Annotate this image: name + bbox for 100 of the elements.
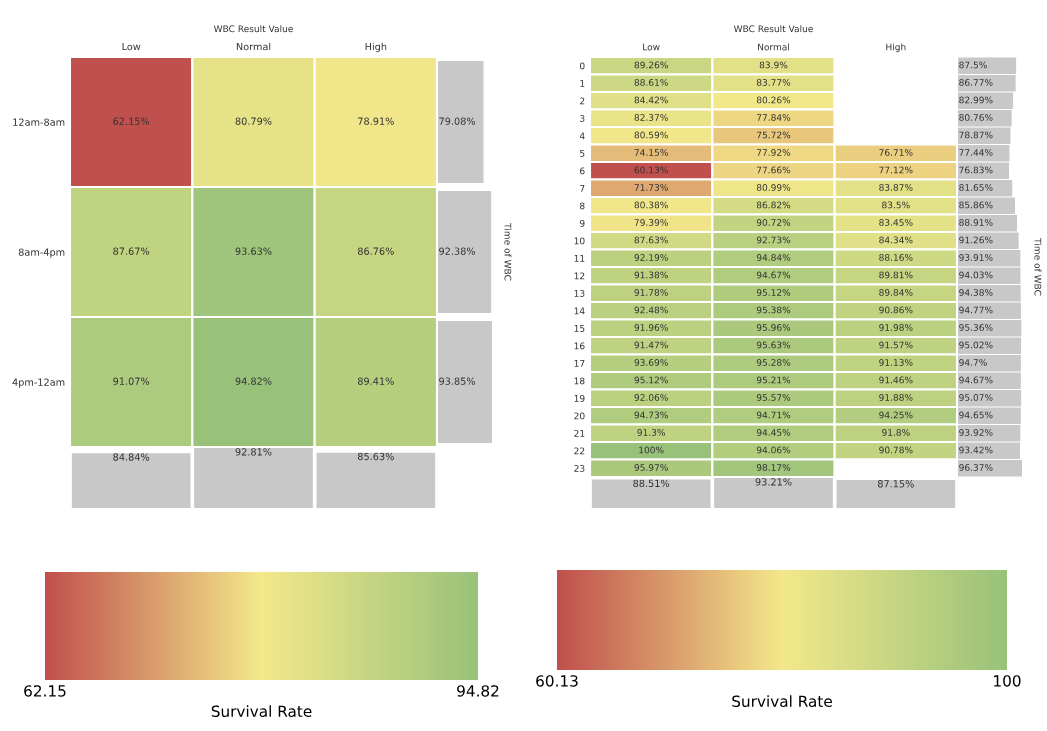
y-axis-title: Time of WBC — [1034, 238, 1042, 296]
data-label: 84.42% — [634, 96, 668, 104]
color-bar-title: Survival Rate — [732, 695, 832, 708]
data-label: 83.5% — [882, 201, 910, 209]
data-label: 91.26% — [959, 236, 993, 244]
data-label: 89.26% — [634, 61, 668, 69]
y-tick-label: 14 — [574, 307, 585, 315]
y-tick-label: 3 — [580, 114, 585, 122]
data-label: 95.96% — [756, 324, 791, 331]
data-label: 92.19% — [634, 254, 668, 261]
data-label: 60.13% — [634, 166, 668, 174]
y-tick-label: 6 — [580, 167, 585, 175]
data-label: 80.59% — [634, 131, 668, 139]
data-label: 91.38% — [634, 271, 668, 279]
data-label: 91.47% — [634, 341, 668, 349]
data-label: 92.73% — [756, 236, 791, 244]
data-label: 91.88% — [879, 394, 913, 401]
y-tick-label: 8am-4pm — [18, 248, 65, 258]
data-label: 87.15% — [877, 480, 914, 488]
data-label: 94.7% — [959, 359, 987, 366]
color-bar-label: 100 — [994, 675, 1021, 687]
data-label: 89.84% — [879, 289, 913, 296]
data-label: 91.3% — [637, 429, 666, 436]
x-tick-label: Low — [122, 43, 141, 51]
data-label: 91.96% — [634, 324, 668, 331]
y-tick-label: 22 — [574, 447, 585, 455]
data-label: 77.12% — [879, 166, 913, 174]
data-label: 95.57% — [756, 394, 791, 401]
data-label: 93.21% — [755, 478, 792, 486]
data-label: 79.08% — [439, 117, 476, 125]
data-label: 94.45% — [756, 429, 791, 436]
y-tick-label: 19 — [574, 394, 585, 402]
data-label: 90.78% — [879, 446, 913, 454]
data-label: 95.97% — [634, 464, 668, 471]
data-label: 81.65% — [959, 184, 993, 191]
y-tick-label: 18 — [574, 377, 585, 385]
data-label: 78.91% — [358, 117, 394, 125]
data-label: 98.17% — [756, 464, 791, 471]
data-label: 95.63% — [756, 341, 791, 349]
data-label: 93.92% — [959, 429, 993, 436]
data-label: 90.72% — [756, 219, 791, 226]
data-label: 79.39% — [634, 219, 668, 226]
data-label: 76.71% — [879, 149, 913, 156]
y-tick-label: 8 — [580, 202, 585, 210]
data-label: 86.77% — [959, 79, 993, 86]
data-label: 76.83% — [959, 166, 993, 174]
y-tick-label: 4pm-12am — [12, 378, 65, 388]
color-bar-label: 62.15 — [24, 685, 66, 697]
data-label: 96.37% — [959, 464, 993, 471]
data-label: 88.16% — [879, 254, 913, 261]
data-label: 91.8% — [882, 429, 910, 436]
data-label: 92.38% — [439, 247, 476, 255]
data-label: 91.46% — [879, 376, 913, 384]
data-label: 93.91% — [959, 254, 993, 261]
data-label: 95.38% — [756, 306, 791, 314]
y-tick-label: 20 — [574, 412, 585, 420]
data-label: 87.63% — [634, 236, 668, 244]
data-label: 71.73% — [634, 184, 668, 191]
x-tick-label: High — [365, 42, 387, 53]
y-tick-label: 9 — [579, 219, 585, 227]
data-label: 83.77% — [756, 79, 791, 86]
data-label: 94.25% — [879, 411, 913, 419]
data-label: 91.78% — [634, 289, 668, 296]
data-label: 80.26% — [756, 96, 791, 104]
data-label: 85.86% — [959, 201, 993, 209]
data-label: 89.81% — [879, 271, 913, 279]
data-label: 95.12% — [634, 376, 668, 384]
data-label: 94.77% — [959, 306, 993, 314]
data-label: 94.67% — [756, 271, 791, 279]
data-label: 84.34% — [879, 236, 913, 244]
data-label: 86.76% — [357, 247, 394, 255]
data-label: 83.45% — [879, 219, 913, 226]
y-tick-label: 17 — [574, 360, 585, 367]
data-label: 87.67% — [113, 247, 150, 255]
data-label: 77.84% — [757, 114, 791, 121]
chart-title: WBC Result Value — [733, 25, 813, 33]
data-label: 80.99% — [756, 184, 791, 191]
data-label: 91.13% — [879, 359, 913, 366]
y-tick-label: 4 — [579, 132, 585, 140]
data-label: 95.36% — [959, 324, 993, 331]
y-tick-label: 12 — [574, 272, 585, 280]
data-label: 77.66% — [757, 166, 791, 174]
y-tick-label: 21 — [574, 429, 585, 437]
data-label: 80.38% — [634, 201, 668, 209]
data-label: 89.41% — [357, 377, 394, 385]
x-tick-label: Normal — [236, 42, 271, 51]
data-label: 95.28% — [756, 359, 791, 366]
data-label: 95.07% — [959, 394, 993, 401]
y-tick-label: 15 — [574, 325, 585, 332]
y-tick-label: 2 — [580, 97, 585, 105]
color-bar-label: 94.82 — [457, 685, 499, 697]
data-label: 84.84% — [113, 453, 150, 461]
data-label: 95.02% — [959, 341, 993, 349]
y-tick-label: 10 — [574, 237, 585, 245]
y-tick-label: 11 — [574, 255, 585, 262]
data-label: 80.76% — [959, 114, 993, 121]
data-label: 77.44% — [959, 149, 993, 156]
data-label: 87.5% — [959, 61, 987, 69]
data-label: 88.51% — [633, 479, 670, 488]
data-label: 62.15% — [113, 117, 150, 125]
